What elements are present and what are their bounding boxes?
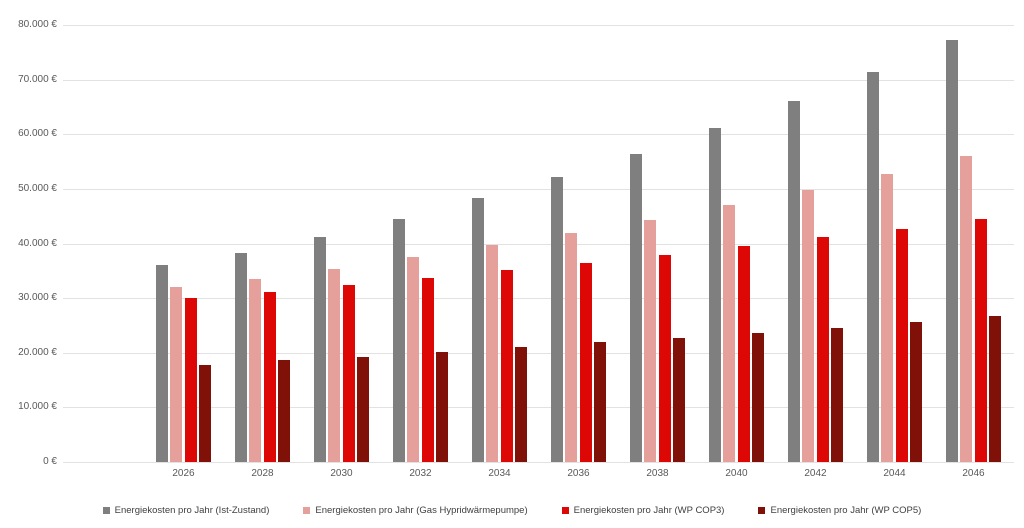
bar-2042-series4 xyxy=(831,328,844,462)
legend-label: Energiekosten pro Jahr (Gas Hypridwärmep… xyxy=(315,505,528,516)
bar-2044-series1 xyxy=(866,72,879,462)
bar-2046-series3 xyxy=(974,219,987,462)
legend-item-series4: Energiekosten pro Jahr (WP COP5) xyxy=(758,505,921,516)
bar-2038-series1 xyxy=(629,154,642,462)
y-axis-label: 60.000 € xyxy=(18,128,57,140)
bar-2046-series1 xyxy=(945,40,958,462)
bar-2042-series3 xyxy=(816,237,829,462)
legend-item-series3: Energiekosten pro Jahr (WP COP3) xyxy=(561,505,725,516)
y-axis-label: 80.000 € xyxy=(18,19,57,31)
bar-2046-series4 xyxy=(989,316,1002,462)
x-axis-label: 2034 xyxy=(488,468,511,479)
bar-2028-series2 xyxy=(249,279,262,462)
legend: Energiekosten pro Jahr (Ist-Zustand) Ener… xyxy=(0,505,1024,516)
gridline xyxy=(63,298,1014,300)
legend-item-series2: Energiekosten pro Jahr (Gas Hypridwärmep… xyxy=(303,505,528,516)
legend-item-series1: Energiekosten pro Jahr (Ist-Zustand) xyxy=(102,505,270,516)
x-axis-label: 2038 xyxy=(646,468,669,479)
bar-2032-series3 xyxy=(421,278,434,462)
bar-2036-series1 xyxy=(550,177,563,462)
bar-2036-series2 xyxy=(565,233,578,462)
bar-2038-series3 xyxy=(658,255,671,462)
legend-swatch-icon xyxy=(102,507,110,514)
x-axis-label: 2032 xyxy=(409,468,432,479)
gridline xyxy=(63,462,1014,463)
bar-2040-series4 xyxy=(752,333,765,462)
bar-2032-series4 xyxy=(436,352,449,462)
y-axis-label: 50.000 € xyxy=(18,183,57,194)
bar-2028-series3 xyxy=(263,292,276,462)
gridline xyxy=(63,79,1014,81)
legend-label: Energiekosten pro Jahr (WP COP5) xyxy=(770,505,922,516)
bar-2038-series2 xyxy=(644,220,657,462)
gridline xyxy=(63,134,1014,136)
bar-2040-series1 xyxy=(708,128,721,462)
bar-2026-series4 xyxy=(199,365,212,462)
bar-2042-series1 xyxy=(787,101,800,462)
y-axis-label: 40.000 € xyxy=(18,237,57,249)
bar-2028-series1 xyxy=(234,253,247,462)
bar-2036-series3 xyxy=(579,263,592,462)
bar-2040-series3 xyxy=(737,246,750,462)
x-axis-label: 2028 xyxy=(251,468,274,479)
y-axis-label: 0 € xyxy=(43,456,57,467)
bar-2034-series3 xyxy=(500,270,513,462)
x-axis-label: 2036 xyxy=(567,468,590,479)
bar-2030-series1 xyxy=(313,237,326,462)
gridline xyxy=(63,243,1014,245)
bar-2034-series4 xyxy=(515,347,528,462)
bar-2028-series4 xyxy=(278,360,291,462)
bar-2026-series1 xyxy=(155,265,168,462)
gridline xyxy=(63,189,1014,190)
legend-swatch-icon xyxy=(303,507,311,514)
y-axis-label: 70.000 € xyxy=(18,73,57,85)
bar-2044-series2 xyxy=(881,174,894,462)
bar-2030-series2 xyxy=(328,269,341,462)
x-axis-label: 2030 xyxy=(330,468,353,479)
gridline xyxy=(63,352,1014,354)
bar-2046-series2 xyxy=(960,156,973,462)
legend-swatch-icon xyxy=(561,507,569,514)
x-axis-label: 2042 xyxy=(804,468,827,479)
bar-2040-series2 xyxy=(723,205,736,462)
y-axis-label: 20.000 € xyxy=(18,346,57,358)
bar-2044-series3 xyxy=(895,229,908,462)
bar-2036-series4 xyxy=(594,342,607,462)
bar-2034-series2 xyxy=(486,245,499,462)
bar-2042-series2 xyxy=(802,190,815,462)
legend-swatch-icon xyxy=(758,507,766,514)
y-axis-label: 10.000 € xyxy=(18,401,57,413)
bar-2032-series2 xyxy=(407,257,420,462)
x-axis-label: 2040 xyxy=(725,468,748,479)
x-axis-label: 2026 xyxy=(172,468,195,479)
bar-2030-series4 xyxy=(357,357,370,462)
bar-2032-series1 xyxy=(392,219,405,462)
x-axis-label: 2046 xyxy=(962,468,985,479)
bar-2044-series4 xyxy=(910,322,923,462)
legend-label: Energiekosten pro Jahr (WP COP3) xyxy=(573,505,725,516)
gridline xyxy=(63,407,1014,409)
legend-label: Energiekosten pro Jahr (Ist-Zustand) xyxy=(114,505,270,516)
bar-2030-series3 xyxy=(342,285,355,462)
bar-2038-series4 xyxy=(673,338,686,462)
bar-2026-series2 xyxy=(170,287,183,462)
gridline xyxy=(63,25,1014,27)
bar-2034-series1 xyxy=(471,198,484,462)
bar-2026-series3 xyxy=(184,298,197,462)
x-axis-label: 2044 xyxy=(883,468,906,479)
y-axis-label: 30.000 € xyxy=(18,292,57,304)
